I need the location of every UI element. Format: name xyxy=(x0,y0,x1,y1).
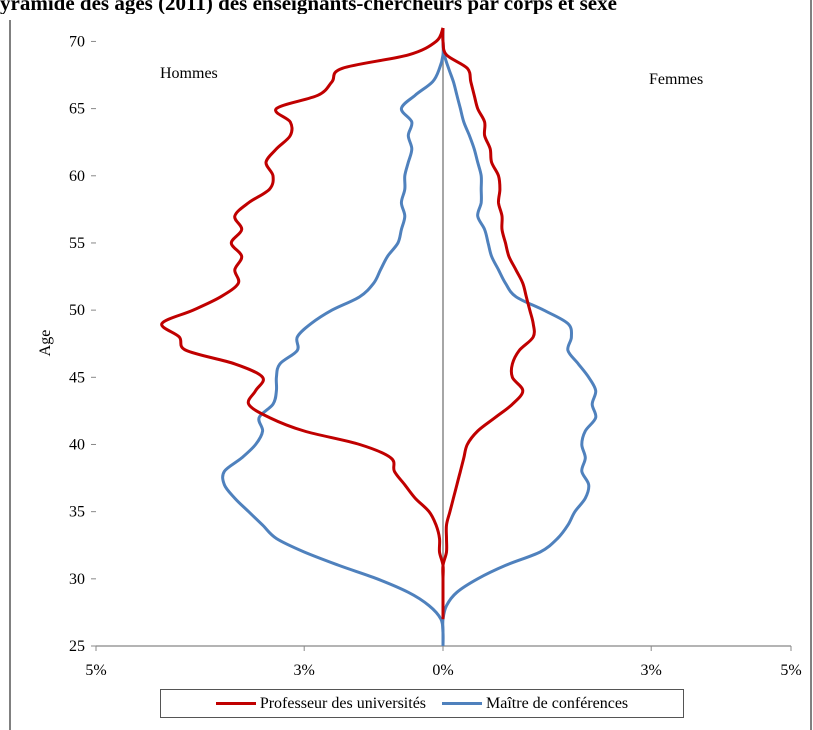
y-tick-label-35: 35 xyxy=(69,504,85,521)
legend-swatch-professeur xyxy=(215,702,256,705)
x-tick-label-2: 0% xyxy=(432,662,453,679)
legend-swatch-maitre xyxy=(442,702,483,705)
legend-item-professeur: Professeur des universités xyxy=(215,694,427,713)
x-tick-label-3: 3% xyxy=(641,662,662,679)
chart-legend: Professeur des universités Maître de con… xyxy=(160,689,684,718)
y-axis-label: Age xyxy=(37,330,54,357)
chart-title: yramide des âges (2011) des enseignants-… xyxy=(0,0,617,14)
annotation-femmes: Femmes xyxy=(649,71,703,88)
legend-item-maitre: Maître de conférences xyxy=(442,695,628,713)
y-tick-label-25: 25 xyxy=(69,638,85,655)
legend-label-professeur: Professeur des universités xyxy=(259,694,427,712)
annotation-hommes: Hommes xyxy=(160,65,218,82)
y-tick-label-55: 55 xyxy=(69,235,85,252)
series-line-maitre-hommes xyxy=(221,28,445,647)
y-tick-label-65: 65 xyxy=(69,101,85,118)
x-tick-label-4: 5% xyxy=(780,662,801,679)
series-line-professeur-femmes xyxy=(441,27,536,620)
legend-label-maitre: Maître de conférences xyxy=(486,694,629,712)
y-tick-label-40: 40 xyxy=(69,436,85,453)
y-tick-label-70: 70 xyxy=(69,33,85,50)
series-line-professeur-hommes xyxy=(160,27,445,620)
x-tick-label-0: 5% xyxy=(85,662,106,679)
x-tick-label-1: 3% xyxy=(294,662,315,679)
series-line-maitre-femmes xyxy=(441,27,598,646)
y-tick-label-60: 60 xyxy=(69,168,85,185)
y-tick-label-45: 45 xyxy=(69,369,85,386)
y-tick-label-30: 30 xyxy=(69,571,85,588)
y-tick-label-50: 50 xyxy=(69,302,85,319)
